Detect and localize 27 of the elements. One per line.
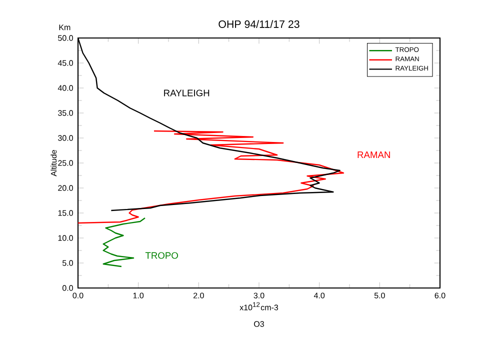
text: O3	[254, 321, 264, 327]
y-tick-label: 40.0	[58, 85, 73, 91]
y-tick-label: 20.0	[58, 185, 73, 191]
x-axis-title: x10$^{12}$cm-3	[240, 302, 278, 310]
text: Km	[59, 24, 70, 30]
line-series	[102, 217, 146, 268]
y-tick-label: 30.0	[58, 135, 73, 141]
x-tick-label: 6.0	[434, 292, 446, 298]
x-tick-label: 0.0	[72, 292, 84, 298]
y-tick-label: 15.0	[58, 210, 73, 216]
y-tick-label: 35.0	[58, 110, 73, 116]
annotation: TROPO	[145, 252, 178, 259]
x-tick-label: 3.0	[254, 292, 264, 298]
x-tick-label: 2.0	[194, 292, 204, 298]
annotation: RAMAN	[358, 152, 390, 158]
x-tick-label: 5.0	[374, 292, 385, 298]
chart-title: OHP 94/11/17 23	[218, 20, 300, 28]
y-tick-label: 45.0	[58, 60, 73, 66]
y-tick-label: 0.0	[62, 285, 73, 291]
y-axis-title: Altitude	[50, 150, 57, 176]
x-tick-label: 1.0	[133, 292, 144, 298]
y-tick-label: 50.0	[58, 35, 73, 41]
y-tick-label: 5.0	[62, 260, 73, 266]
annotation: RAYLEIGH	[164, 90, 210, 96]
x-tick-label: 4.0	[314, 292, 325, 298]
y-tick-label: 10.0	[58, 235, 73, 241]
y-tick-label: 25.0	[58, 160, 73, 166]
